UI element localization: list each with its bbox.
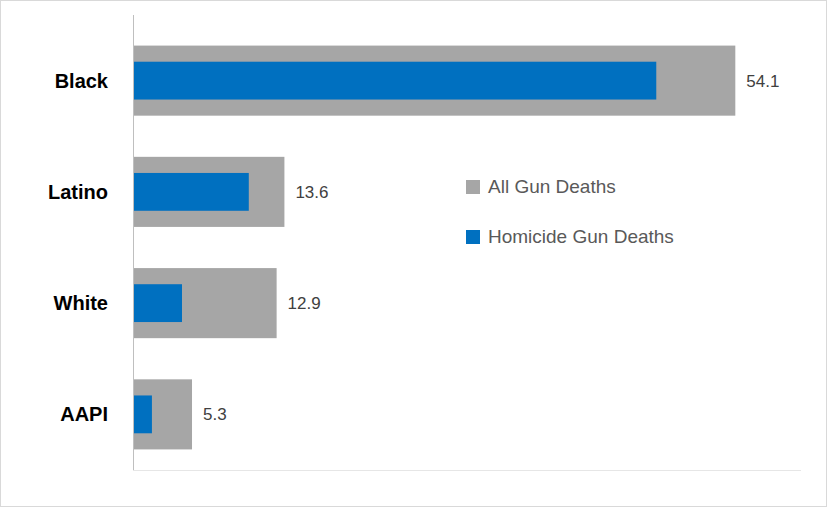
value-range-line: [133, 470, 801, 471]
bar: [133, 268, 277, 338]
bar: [133, 157, 284, 227]
legend-swatch: [466, 180, 480, 194]
category-label: White: [54, 292, 108, 314]
chart: 54.1 13.6 12.9 5.3 Black Latino White AAPI All G…: [0, 0, 827, 507]
data-label: 5.3: [203, 405, 227, 424]
legend-swatch: [466, 230, 480, 244]
category-label: AAPI: [60, 403, 108, 425]
bar: [133, 379, 192, 449]
category-axis: [133, 15, 134, 470]
bar: [133, 46, 735, 116]
category-label: Black: [55, 70, 109, 92]
bar: [133, 173, 249, 211]
category-label: Latino: [48, 181, 108, 203]
data-label: 12.9: [288, 294, 321, 313]
bar: [133, 284, 182, 322]
data-label: 54.1: [746, 72, 779, 91]
bar: [133, 395, 152, 433]
bars: [133, 46, 735, 450]
legend-label: All Gun Deaths: [488, 176, 616, 197]
legend-label: Homicide Gun Deaths: [488, 226, 674, 247]
frame: [1, 1, 827, 507]
bar: [133, 62, 656, 100]
data-label: 13.6: [295, 183, 328, 202]
